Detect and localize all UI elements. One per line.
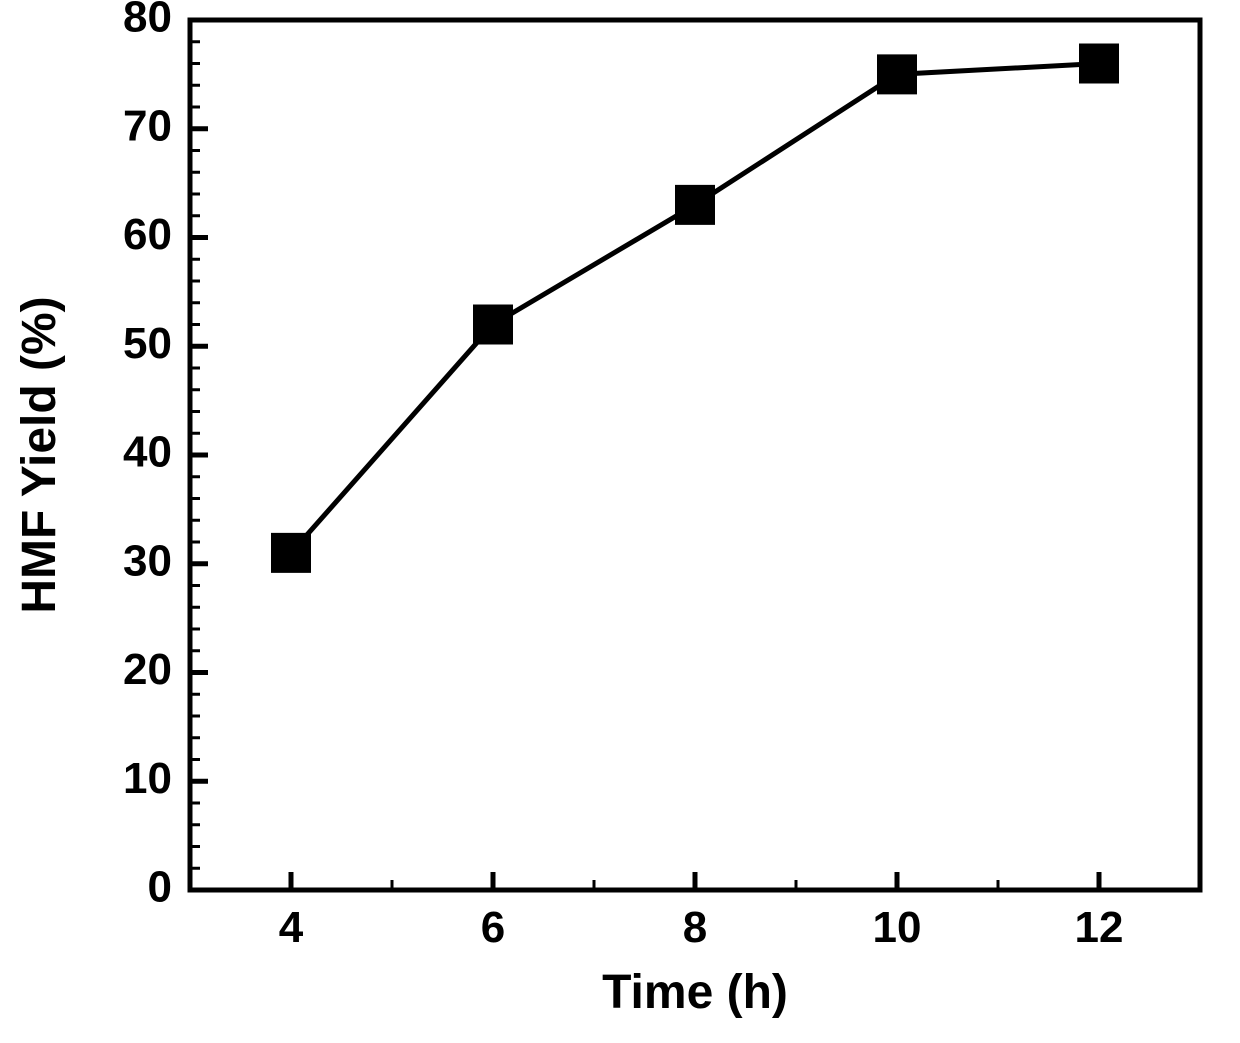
chart-container: 0 10 20 30 40 50 60 70 80 4 6 8 10 12 Time (h) HMF Yiel…: [0, 0, 1240, 1043]
y-tick-label: 20: [123, 645, 172, 694]
data-marker: [473, 305, 513, 345]
x-tick-label: 8: [683, 903, 707, 952]
data-marker: [675, 185, 715, 225]
y-tick-label: 30: [123, 536, 172, 585]
x-tick-label: 12: [1075, 903, 1124, 952]
y-tick-label: 0: [148, 863, 172, 912]
y-tick-label: 10: [123, 754, 172, 803]
x-tick-label: 10: [873, 903, 922, 952]
y-tick-label: 60: [123, 210, 172, 259]
x-tick-label: 4: [279, 903, 304, 952]
data-marker: [1079, 44, 1119, 84]
line-chart: 0 10 20 30 40 50 60 70 80 4 6 8 10 12 Time (h) HMF Yiel…: [0, 0, 1240, 1043]
y-tick-label: 40: [123, 428, 172, 477]
data-marker: [271, 533, 311, 573]
y-axis-label: HMF Yield (%): [13, 296, 66, 613]
y-tick-label: 80: [123, 0, 172, 42]
data-marker: [877, 54, 917, 94]
x-axis-label: Time (h): [602, 966, 788, 1019]
x-tick-label: 6: [481, 903, 505, 952]
y-tick-label: 50: [123, 319, 172, 368]
y-tick-label: 70: [123, 101, 172, 150]
chart-background: [0, 0, 1240, 1043]
